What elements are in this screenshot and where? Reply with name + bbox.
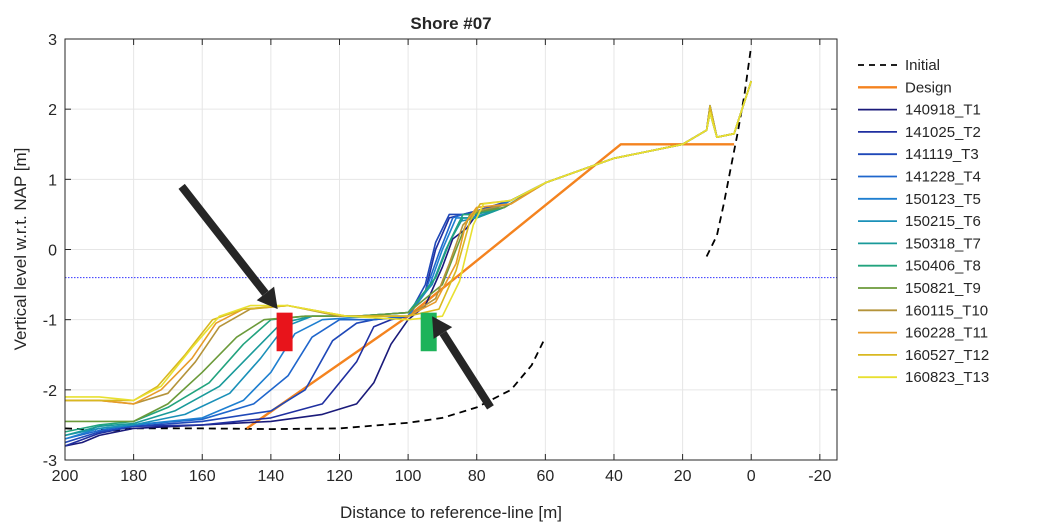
x-tick-label: -20 — [808, 468, 831, 485]
annotation-arrow-2 — [432, 316, 494, 410]
legend-label-150318-t7: 150318_T7 — [905, 235, 981, 252]
y-tick-label: -2 — [43, 383, 57, 400]
legend: Initial Design 140918_T1 141025_T2 141119_T3… — [858, 57, 989, 386]
legend-label-141228-t4: 141228_T4 — [905, 169, 981, 186]
x-tick-label: 200 — [52, 468, 79, 485]
legend-label-initial: Initial — [905, 57, 940, 74]
legend-label-160115-t10: 160115_T10 — [905, 302, 988, 319]
legend-label-150123-t5: 150123_T5 — [905, 191, 981, 208]
red-marker — [276, 312, 293, 352]
y-tick-label: 2 — [48, 102, 57, 119]
legend-label-150406-t8: 150406_T8 — [905, 258, 981, 275]
y-tick-label: 0 — [48, 243, 57, 260]
x-tick-label: 0 — [747, 468, 756, 485]
x-tick-label: 20 — [674, 468, 692, 485]
y-tick-label: -1 — [43, 313, 57, 330]
x-tick-label: 40 — [605, 468, 623, 485]
series-lines — [65, 45, 753, 447]
arrow-head — [256, 286, 278, 310]
legend-label-160228-t11: 160228_T11 — [905, 325, 988, 342]
y-tick-label: 1 — [48, 172, 57, 189]
legend-label-150821-t9: 150821_T9 — [905, 280, 981, 297]
legend-label-140918-t1: 140918_T1 — [905, 102, 981, 119]
chart-title: Shore #07 — [410, 14, 491, 33]
legend-label-160527-t12: 160527_T12 — [905, 347, 989, 364]
x-tick-label: 100 — [395, 468, 422, 485]
x-axis-label: Distance to reference-line [m] — [340, 503, 562, 522]
legend-label-141119-t3: 141119_T3 — [905, 146, 979, 163]
arrows — [178, 183, 494, 410]
x-tick-label: 140 — [258, 468, 285, 485]
x-tick-label: 160 — [189, 468, 216, 485]
arrow-shaft — [439, 330, 494, 410]
y-tick-label: 3 — [48, 32, 57, 49]
legend-label-150215-t6: 150215_T6 — [905, 213, 981, 230]
x-tick-label: 120 — [326, 468, 353, 485]
x-tick-label: 180 — [120, 468, 147, 485]
y-tick-label: -3 — [43, 453, 57, 470]
x-tick-label: 80 — [468, 468, 486, 485]
legend-label-141025-t2: 141025_T2 — [905, 124, 981, 141]
annotation-arrow-1 — [178, 183, 278, 310]
series-line-160823-t13 — [65, 80, 752, 402]
series-line-design — [246, 143, 735, 430]
legend-label-design: Design — [905, 79, 952, 96]
legend-label-160823-t13: 160823_T13 — [905, 369, 989, 386]
arrow-head — [432, 316, 453, 339]
x-tick-label: 60 — [536, 468, 554, 485]
y-axis-label: Vertical level w.r.t. NAP [m] — [11, 148, 30, 351]
arrow-shaft — [178, 183, 269, 296]
